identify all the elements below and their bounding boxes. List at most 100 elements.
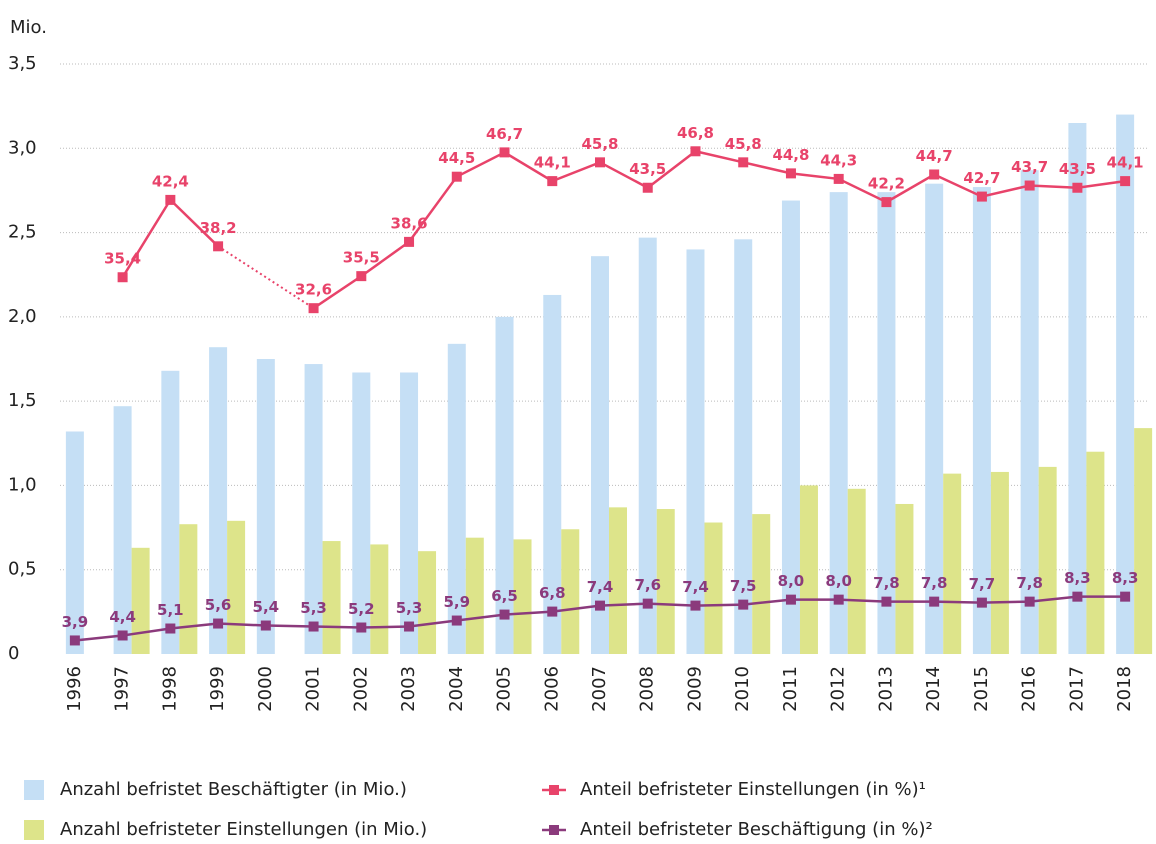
bar xyxy=(447,343,466,654)
legend-marker xyxy=(549,785,559,795)
data-label: 8,3 xyxy=(1064,569,1091,587)
x-tick-label: 2004 xyxy=(446,666,467,712)
point xyxy=(833,173,844,184)
data-label: 5,3 xyxy=(300,599,327,617)
bar xyxy=(352,372,371,654)
x-tick-label: 2010 xyxy=(732,666,753,712)
point xyxy=(690,146,701,157)
data-label: 35,4 xyxy=(104,250,141,268)
bar xyxy=(161,370,180,654)
data-label: 42,2 xyxy=(868,175,905,193)
point xyxy=(595,157,605,168)
bar xyxy=(591,256,609,654)
data-label: 44,7 xyxy=(916,147,953,165)
data-label: 46,8 xyxy=(677,124,714,142)
x-tick-label: 2011 xyxy=(780,666,801,712)
legend-marker xyxy=(549,825,559,835)
data-label: 46,7 xyxy=(486,125,523,143)
bar xyxy=(972,187,991,655)
data-label: 5,4 xyxy=(253,598,280,616)
bar xyxy=(400,372,419,654)
bar xyxy=(1068,123,1087,654)
bar xyxy=(925,183,944,654)
data-label: 5,1 xyxy=(157,601,184,619)
data-label: 5,6 xyxy=(205,596,232,614)
point xyxy=(1072,182,1083,193)
data-label: 45,8 xyxy=(581,135,618,153)
data-label: 7,8 xyxy=(1016,574,1043,592)
x-tick-label: 2003 xyxy=(398,666,419,712)
data-label: 7,8 xyxy=(921,574,948,592)
point xyxy=(929,596,940,607)
bar xyxy=(418,551,437,654)
y-tick-label: 0 xyxy=(8,643,19,664)
data-label: 7,8 xyxy=(873,574,900,592)
x-tick-label: 2007 xyxy=(589,666,610,712)
point xyxy=(785,168,796,179)
point xyxy=(547,176,558,187)
x-tick-label: 2008 xyxy=(637,666,658,712)
data-label: 43,5 xyxy=(1059,160,1096,178)
bar xyxy=(686,249,705,654)
bar xyxy=(513,539,532,654)
data-label: 7,4 xyxy=(682,578,709,596)
legend-swatch xyxy=(24,820,44,840)
legend-label: Anteil befristeter Einstellungen (in %)¹ xyxy=(580,779,926,800)
bar xyxy=(990,471,1009,654)
gap-connector xyxy=(217,245,315,310)
x-tick-label: 2001 xyxy=(303,666,324,712)
y-tick-label: 0,5 xyxy=(8,559,37,580)
point xyxy=(308,621,319,632)
data-label: 43,7 xyxy=(1011,158,1048,176)
legend-label: Anteil befristeter Beschäftigung (in %)² xyxy=(580,819,933,840)
bar xyxy=(113,406,132,654)
data-label: 38,6 xyxy=(391,214,428,232)
y-tick-label: 3,5 xyxy=(8,53,37,74)
point xyxy=(976,597,987,608)
data-label: 44,1 xyxy=(1107,154,1144,172)
point xyxy=(738,599,749,610)
x-tick-label: 2013 xyxy=(875,666,896,712)
point xyxy=(308,303,319,314)
x-tick-label: 1998 xyxy=(159,666,180,712)
x-tick-label: 2014 xyxy=(923,666,944,712)
data-label: 7,7 xyxy=(969,575,996,593)
x-tick-label: 2009 xyxy=(684,666,705,712)
data-label: 35,5 xyxy=(343,249,380,267)
data-label: 5,2 xyxy=(348,600,375,618)
bar xyxy=(227,520,246,654)
point xyxy=(1024,180,1035,191)
data-label: 8,0 xyxy=(778,572,805,590)
point xyxy=(356,271,367,282)
point xyxy=(260,620,271,631)
bar xyxy=(1038,466,1057,654)
legend-label: Anzahl befristet Beschäftigter (in Mio.) xyxy=(60,779,407,800)
bar xyxy=(895,503,914,654)
point xyxy=(1120,591,1131,602)
x-tick-label: 1999 xyxy=(207,666,228,712)
y-tick-label: 2,0 xyxy=(8,306,37,327)
y-tick-label: 1,5 xyxy=(8,390,37,411)
x-tick-label: 2018 xyxy=(1114,666,1135,712)
bar xyxy=(65,431,84,654)
data-label: 6,5 xyxy=(491,587,518,605)
x-tick-label: 2015 xyxy=(971,666,992,712)
bar xyxy=(1116,114,1135,655)
point xyxy=(547,606,558,617)
x-tick-label: 2006 xyxy=(541,666,562,712)
legend-swatch xyxy=(24,780,44,800)
legend-label: Anzahl befristeter Einstellungen (in Mio… xyxy=(60,819,427,840)
point xyxy=(595,600,605,611)
bar xyxy=(543,294,562,654)
x-tick-label: 2002 xyxy=(350,666,371,712)
bar xyxy=(781,200,800,655)
bar xyxy=(1020,170,1039,654)
bar xyxy=(322,541,341,654)
point xyxy=(213,618,224,629)
point xyxy=(1072,591,1083,602)
point xyxy=(881,596,892,607)
data-label: 8,3 xyxy=(1112,569,1139,587)
bar xyxy=(131,547,150,654)
bar xyxy=(465,537,484,654)
data-label: 7,6 xyxy=(634,576,661,594)
